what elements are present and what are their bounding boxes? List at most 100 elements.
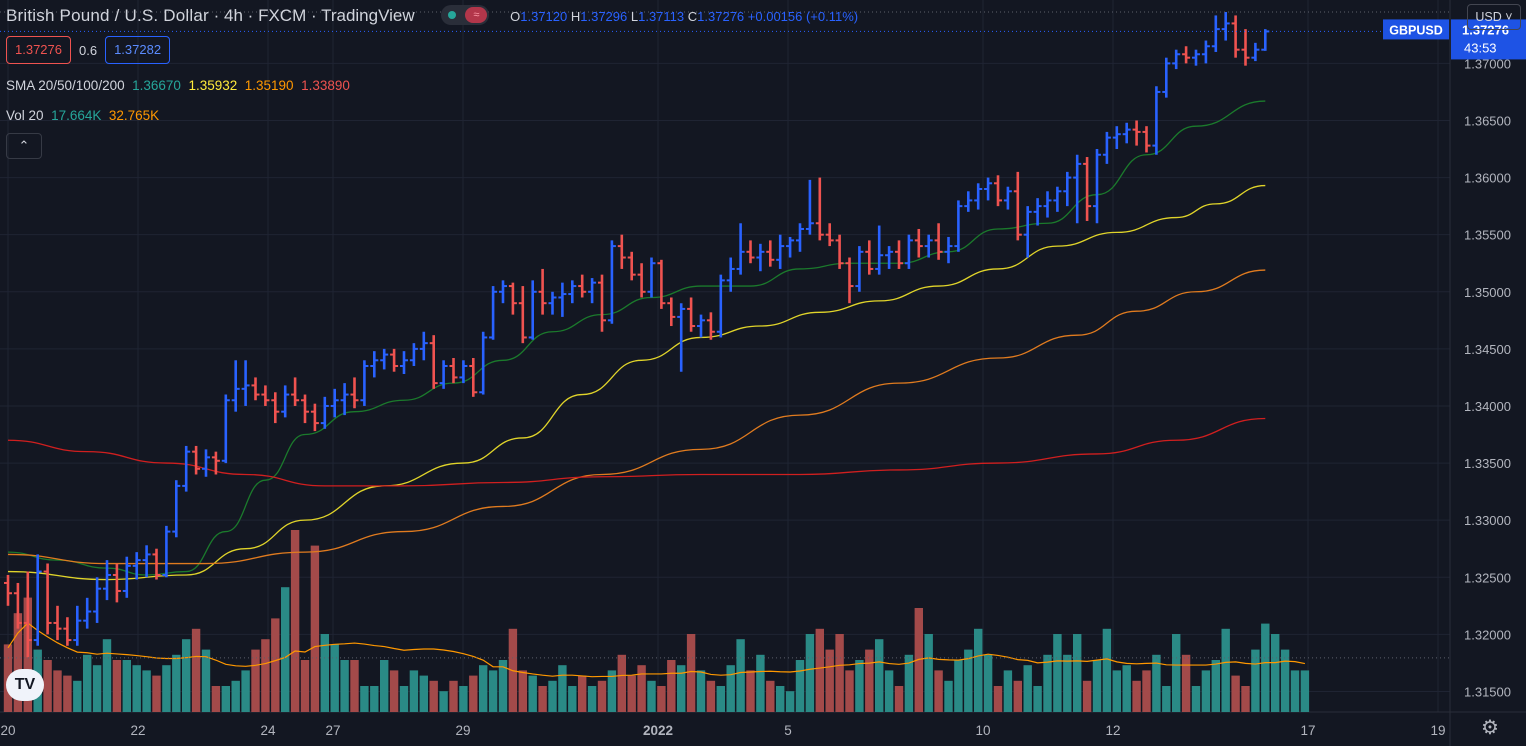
- volume-bar: [934, 670, 943, 712]
- volume-bar: [340, 660, 349, 712]
- open-value: 1.37120: [520, 9, 568, 24]
- volume-bar: [726, 665, 735, 712]
- buy-price-button[interactable]: 1.37282: [105, 36, 171, 64]
- ohlc-bar: [1192, 49, 1200, 66]
- price-tick-label: 1.31500: [1464, 684, 1511, 699]
- volume-bar: [43, 660, 52, 712]
- price-bars: [0, 11, 1450, 659]
- separator: ·: [213, 6, 220, 25]
- ohlc-bar: [578, 274, 587, 298]
- volume-bar: [221, 686, 230, 712]
- sell-price-button[interactable]: 1.37276: [6, 36, 71, 64]
- volume-bar: [528, 675, 537, 712]
- volume-bar: [1241, 686, 1250, 712]
- volume-bar: [182, 639, 191, 712]
- price-tick-label: 1.36000: [1464, 171, 1511, 186]
- volume-bar: [1152, 654, 1161, 712]
- volume-bar: [993, 686, 1003, 712]
- symbol-tag-bg: [1383, 19, 1449, 40]
- symbol-title[interactable]: British Pound / U.S. Dollar: [6, 6, 209, 25]
- volume-ma-line: [7, 622, 1306, 678]
- volume-bar: [1221, 628, 1230, 712]
- volume-bar: [132, 665, 141, 712]
- ohlc-bar: [687, 297, 696, 332]
- ohlc-bar: [489, 286, 498, 340]
- volume-bar: [1261, 623, 1270, 712]
- sma-legend[interactable]: SMA 20/50/100/200 1.36670 1.35932 1.3519…: [6, 78, 350, 93]
- ohlc-bar: [617, 234, 626, 269]
- collapse-legend-button[interactable]: ⌃: [6, 133, 42, 159]
- ohlc-bar: [1043, 191, 1052, 218]
- ohlc-bar: [1112, 126, 1121, 150]
- time-axis[interactable]: 20 22 24 27 29 2022 5 10 12 17 19: [0, 723, 1445, 738]
- ohlc-bar: [964, 191, 973, 212]
- spread-value: 0.6: [79, 42, 98, 58]
- ohlc-bar: [805, 179, 814, 235]
- volume-bar: [112, 660, 122, 712]
- ohlc-bar: [598, 274, 606, 332]
- open-label: O: [510, 9, 521, 24]
- volume-bar: [647, 680, 656, 712]
- ohlc-bar: [93, 577, 102, 623]
- ohlc-bar: [132, 552, 141, 580]
- volume-bar: [419, 675, 428, 712]
- sma200-line: [7, 417, 1266, 487]
- ohlc-bar: [994, 175, 1002, 207]
- ohlc-bar: [221, 394, 230, 464]
- ohlc-bar: [518, 286, 527, 344]
- sma20-value: 1.36670: [132, 78, 181, 93]
- ohlc-bar: [1023, 206, 1032, 258]
- ohlc-bar: [1102, 131, 1111, 164]
- price-tick-label: 1.33000: [1464, 513, 1511, 528]
- volume-bar: [696, 670, 706, 712]
- volume-bar: [1043, 654, 1052, 712]
- volume-bar: [944, 680, 953, 712]
- ohlc-bar: [736, 223, 745, 275]
- ohlc-bar: [330, 388, 339, 418]
- volume-legend[interactable]: Vol 20 17.664K 32.765K: [6, 108, 159, 123]
- ohlc-bar: [23, 571, 32, 658]
- price-axis[interactable]: 1.37000 1.36500 1.36000 1.35500 1.35000 1.345…: [1464, 56, 1511, 699]
- symbol-tag-label: GBPUSD: [1389, 23, 1442, 37]
- volume-bar: [479, 665, 488, 712]
- volume-bar: [825, 649, 834, 712]
- market-status-toggle[interactable]: ≈: [441, 4, 490, 25]
- ohlc-bar: [697, 314, 705, 338]
- ohlc-bar: [211, 451, 220, 475]
- gear-icon[interactable]: ⚙: [1481, 717, 1499, 739]
- volume-bar: [568, 686, 577, 712]
- volume-bar: [805, 634, 815, 712]
- tradingview-logo[interactable]: TV: [6, 669, 44, 701]
- volume-bar: [865, 649, 874, 712]
- volume-bar: [488, 670, 498, 712]
- ohlc-bar: [1073, 154, 1082, 224]
- currency-dropdown[interactable]: USD ˅: [1467, 4, 1521, 30]
- volume-bar: [92, 665, 102, 712]
- ohlc-bar: [677, 303, 686, 372]
- ohlc-bar: [607, 240, 616, 324]
- close-value: 1.37276: [697, 9, 745, 24]
- ohlc-bar: [449, 358, 458, 384]
- volume-bar: [330, 644, 339, 712]
- time-tick-label: 29: [455, 723, 470, 738]
- ohlc-bar: [706, 312, 715, 340]
- volume-ma-polyline: [7, 622, 1306, 678]
- volume-bar: [1112, 670, 1121, 712]
- price-tick-label: 1.33500: [1464, 456, 1511, 471]
- volume-bar: [429, 680, 438, 712]
- ohlc-bar: [548, 291, 557, 315]
- volume-bar: [1053, 634, 1062, 712]
- ohlc-bar: [251, 377, 260, 401]
- quote-row: 1.37276 0.6 1.37282: [6, 36, 171, 64]
- ohlc-bar: [340, 383, 349, 416]
- volume-bar: [597, 680, 607, 712]
- volume-bar: [795, 660, 805, 712]
- volume-bar: [83, 654, 92, 712]
- ohlc-bar: [320, 396, 329, 429]
- ohlc-bar: [112, 563, 121, 603]
- interval-label[interactable]: 4h: [224, 6, 243, 25]
- volume-bar: [1280, 649, 1290, 712]
- ohlc-bar: [370, 351, 379, 378]
